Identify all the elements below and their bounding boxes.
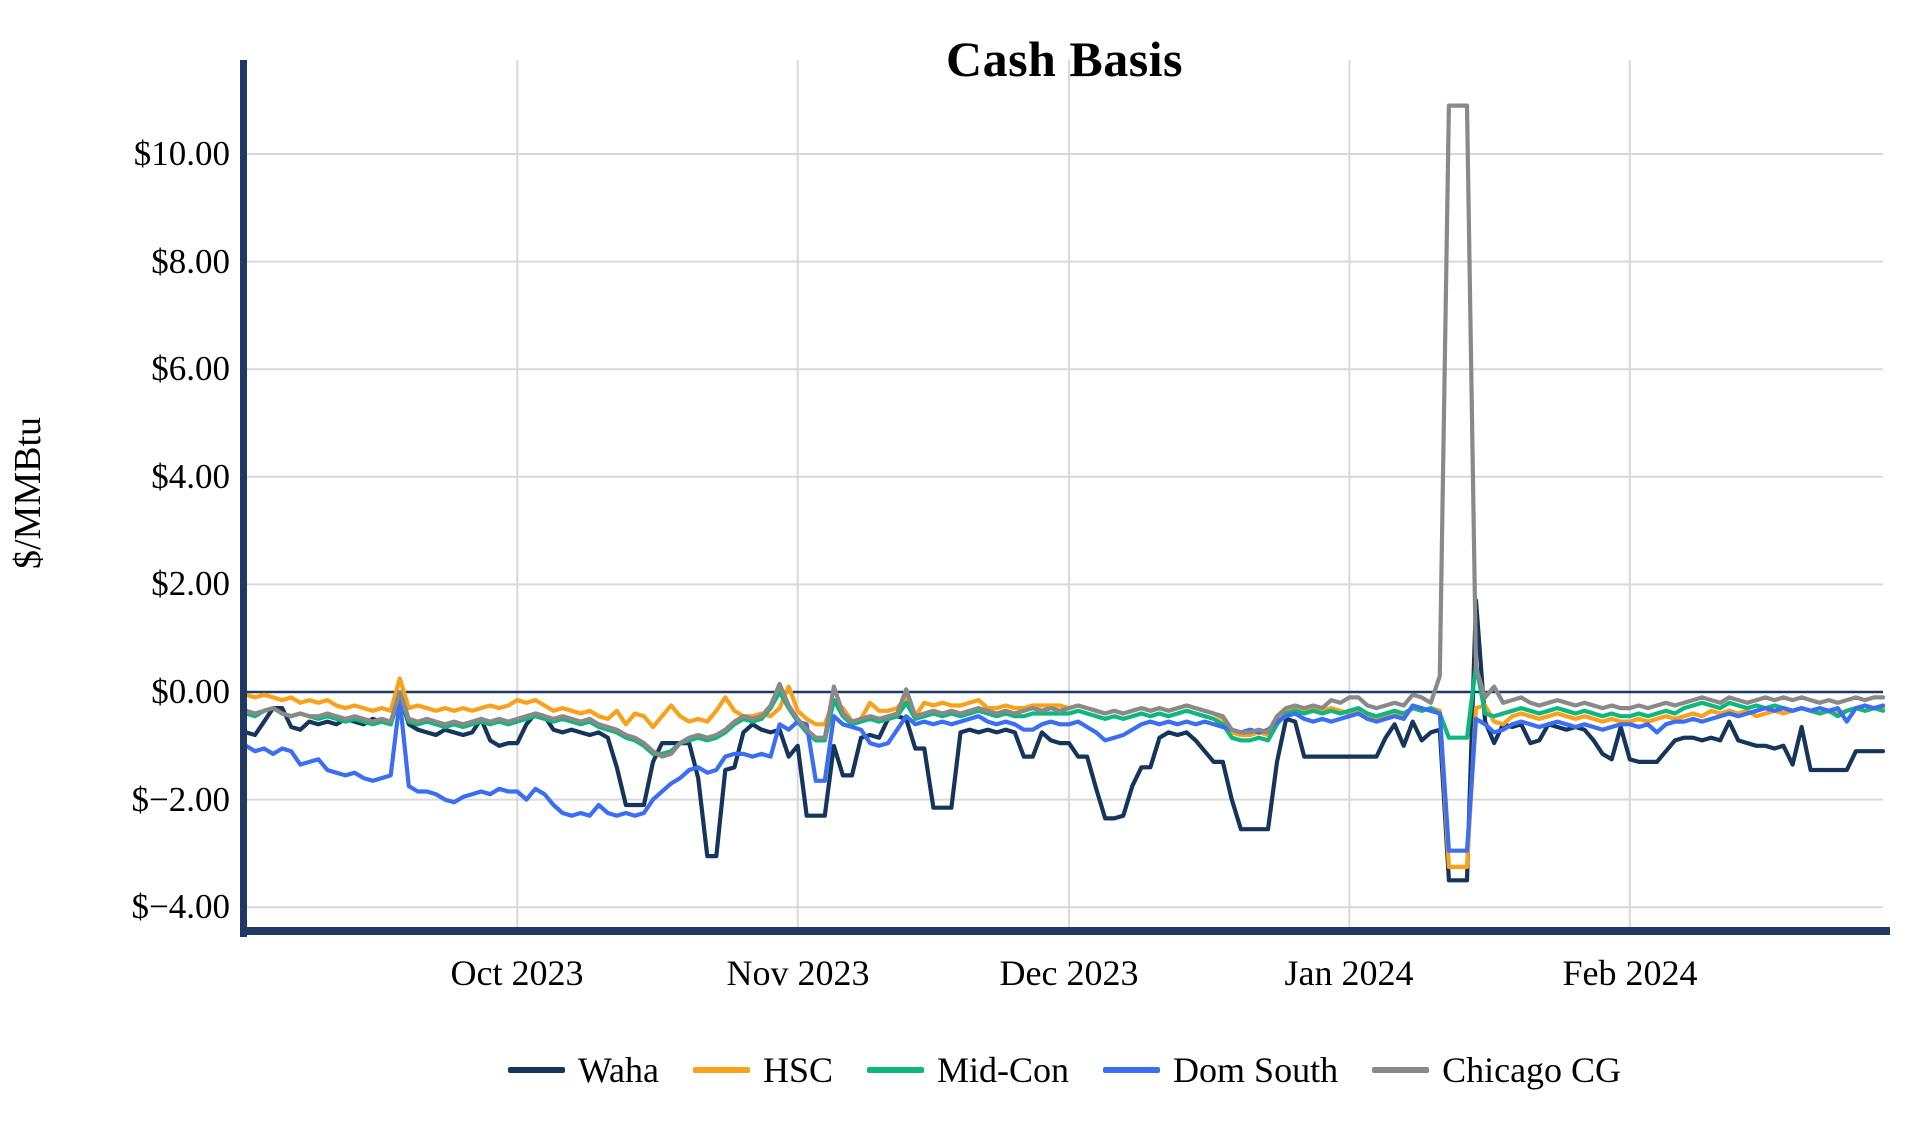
legend-item-chicago-cg: Chicago CG [1372,1049,1621,1091]
series-line-mid-con [243,662,1886,757]
legend-label-dom-south: Dom South [1173,1050,1339,1090]
y-tick-label--2: $−2.00 [131,780,231,819]
legend-item-waha: Waha [507,1049,659,1091]
x-tick-label-feb-2024: Feb 2024 [1562,953,1698,993]
x-axis-spine [240,927,1890,935]
legend-item-dom-south: Dom South [1103,1049,1338,1091]
y-tick-label-8: $8.00 [151,242,230,281]
y-tick-label-10: $10.00 [133,134,230,173]
legend-item-mid-con: Mid-Con [867,1049,1069,1091]
x-tick-label-jan-2024: Jan 2024 [1284,953,1414,993]
legend-swatch-waha [507,1067,565,1073]
series-line-waha [243,598,1886,883]
legend-swatch-chicago-cg [1372,1067,1430,1073]
x-tick-label-dec-2023: Dec 2023 [999,953,1139,993]
y-tick-label--4: $−4.00 [131,887,231,926]
legend-label-chicago-cg: Chicago CG [1442,1050,1622,1090]
legend-swatch-dom-south [1103,1067,1161,1073]
y-tick-label-4: $4.00 [151,457,230,496]
y-tick-label-0: $0.00 [151,672,230,711]
y-axis-spine [240,60,247,937]
x-tick-label-nov-2023: Nov 2023 [726,953,870,993]
legend-item-hsc: HSC [693,1049,833,1091]
legend-label-hsc: HSC [763,1050,834,1090]
x-tick-label-oct-2023: Oct 2023 [450,953,584,993]
legend-swatch-mid-con [867,1067,925,1073]
legend-label-waha: Waha [577,1050,659,1090]
series-line-chicago-cg [243,103,1886,759]
y-tick-label-6: $6.00 [151,349,230,388]
legend: Waha HSC Mid-Con Dom South Chicago CG [246,1040,1883,1100]
chart-title: Cash Basis [945,30,1184,87]
y-tick-label-2: $2.00 [151,564,230,603]
series-line-dom-south [243,697,1886,853]
series-line-hsc [243,676,1886,870]
legend-swatch-hsc [693,1067,750,1073]
legend-label-mid-con: Mid-Con [937,1050,1070,1090]
